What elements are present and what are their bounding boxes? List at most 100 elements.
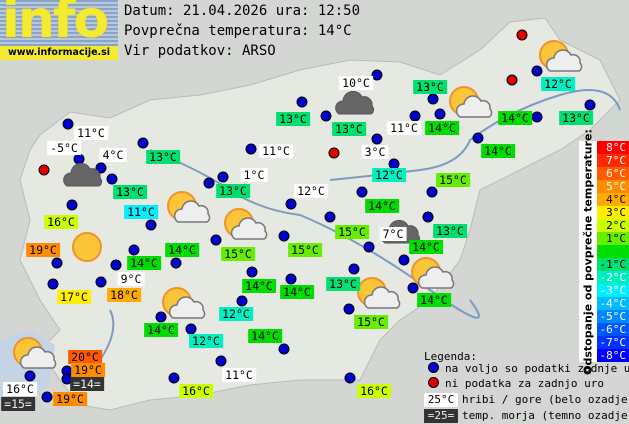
scale-row: -8°C [597,349,629,362]
partly-cloudy-weather-icon [164,188,212,230]
temperature-label: 13°C [326,277,360,291]
station-dot-missing[interactable] [328,147,340,159]
station-dot-available[interactable] [66,199,78,211]
scale-row: -1°C [597,258,629,271]
station-dot-available[interactable] [343,303,355,315]
scale-row: 8°C [597,141,629,154]
station-dot-available[interactable] [217,171,229,183]
temperature-label: 13°C [433,224,467,238]
station-dot-available[interactable] [371,133,383,145]
mountain-temperature-label: 12°C [294,184,328,198]
station-dot-available[interactable] [128,244,140,256]
temperature-label: 14°C [409,240,443,254]
station-dot-available[interactable] [427,93,439,105]
station-dot-available[interactable] [422,211,434,223]
temperature-label: 15°C [335,225,369,239]
station-dot-available[interactable] [41,391,53,403]
station-dot-available[interactable] [285,273,297,285]
temperature-label: 14°C [242,279,276,293]
scale-row: 6°C [597,167,629,180]
station-dot-available[interactable] [363,241,375,253]
station-dot-available[interactable] [210,234,222,246]
station-dot-available[interactable] [531,65,543,77]
scale-row: 3°C [597,206,629,219]
station-dot-available[interactable] [409,110,421,122]
temperature-label: 14°C [425,121,459,135]
logo[interactable]: info www.informacije.si [0,0,118,60]
temperature-label: 14°C [248,329,282,343]
river [99,309,115,361]
station-dot-available[interactable] [371,69,383,81]
data-source-line: Vir podatkov: ARSO [124,43,276,59]
station-dot-missing[interactable] [516,29,528,41]
mountain-temperature-label: 4°C [99,148,127,162]
station-dot-available[interactable] [348,263,360,275]
temperature-label: 13°C [332,122,366,136]
sea-temperature-label: =14= [70,377,104,391]
scale-row: -2°C [597,271,629,284]
temperature-label: 11°C [124,205,158,219]
station-dot-available[interactable] [472,132,484,144]
station-dot-missing[interactable] [38,164,50,176]
station-dot-available[interactable] [24,370,36,382]
temperature-label: 13°C [113,185,147,199]
scale-row: -4°C [597,297,629,310]
station-dot-available[interactable] [170,257,182,269]
station-dot-available[interactable] [278,230,290,242]
legend-missing: ni podatka za zadnjo uro [424,377,604,391]
temperature-label: 12°C [189,334,223,348]
station-dot-available[interactable] [95,162,107,174]
red-dot-icon [428,377,439,388]
station-dot-available[interactable] [51,257,63,269]
station-dot-available[interactable] [285,198,297,210]
station-dot-available[interactable] [145,219,157,231]
temperature-label: 19°C [53,392,87,406]
temperature-label: 12°C [372,168,406,182]
station-dot-available[interactable] [320,110,332,122]
temperature-label: 19°C [71,363,105,377]
mountain-temperature-label: 11°C [222,368,256,382]
temperature-label: 13°C [216,184,250,198]
station-dot-available[interactable] [110,259,122,271]
scale-row: 4°C [597,193,629,206]
temperature-label: 14°C [280,285,314,299]
station-dot-available[interactable] [215,355,227,367]
station-dot-available[interactable] [168,372,180,384]
station-dot-available[interactable] [47,278,59,290]
station-dot-missing[interactable] [506,74,518,86]
legend-title: Legenda: [424,350,477,363]
station-dot-available[interactable] [106,173,118,185]
temperature-label: 12°C [219,307,253,321]
mountain-temperature-label: 9°C [117,272,145,286]
scale-row: -5°C [597,310,629,323]
station-dot-available[interactable] [324,211,336,223]
scale-row: -7°C [597,336,629,349]
station-dot-available[interactable] [245,143,257,155]
station-dot-available[interactable] [296,96,308,108]
temperature-label: 13°C [559,111,593,125]
mountain-temperature-label: 3°C [361,145,389,159]
station-dot-available[interactable] [584,99,596,111]
station-dot-available[interactable] [426,186,438,198]
station-dot-available[interactable] [236,295,248,307]
station-dot-available[interactable] [434,108,446,120]
station-dot-available[interactable] [246,266,258,278]
station-dot-available[interactable] [203,177,215,189]
temperature-label: 15°C [288,243,322,257]
station-dot-available[interactable] [344,372,356,384]
temperature-label: 13°C [146,150,180,164]
station-dot-available[interactable] [137,137,149,149]
scale-title: Odstopanje od povprečne temperature: [579,129,597,374]
station-dot-available[interactable] [398,254,410,266]
station-dot-available[interactable] [62,118,74,130]
temperature-label: 14°C [127,256,161,270]
logo-url-link[interactable]: www.informacije.si [0,46,118,60]
station-dot-available[interactable] [278,343,290,355]
station-dot-available[interactable] [155,311,167,323]
station-dot-available[interactable] [531,111,543,123]
temperature-label: 14°C [498,111,532,125]
station-dot-available[interactable] [407,282,419,294]
partly-cloudy-weather-icon [408,254,456,296]
station-dot-available[interactable] [95,276,107,288]
station-dot-available[interactable] [356,186,368,198]
